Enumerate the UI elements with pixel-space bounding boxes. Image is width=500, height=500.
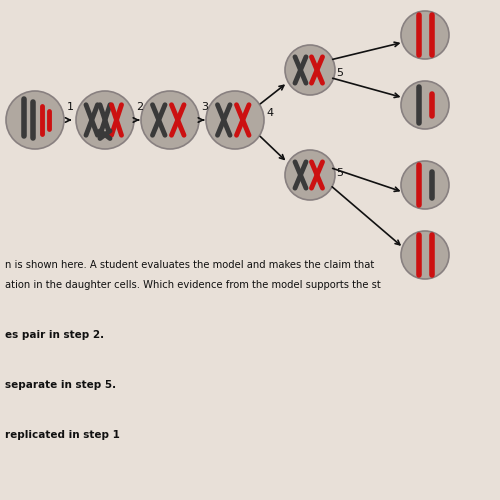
Text: 4: 4	[266, 108, 274, 118]
Circle shape	[401, 231, 449, 279]
Text: separate in step 5.: separate in step 5.	[5, 380, 116, 390]
Text: replicated in step 1: replicated in step 1	[5, 430, 120, 440]
Circle shape	[401, 161, 449, 209]
Text: 2: 2	[136, 102, 143, 113]
Text: ation in the daughter cells. Which evidence from the model supports the st: ation in the daughter cells. Which evide…	[5, 280, 381, 290]
Circle shape	[141, 91, 199, 149]
Text: 3: 3	[202, 102, 208, 113]
Text: 5: 5	[336, 168, 344, 177]
Text: 1: 1	[66, 102, 73, 113]
Circle shape	[401, 11, 449, 59]
Circle shape	[285, 150, 335, 200]
Circle shape	[76, 91, 134, 149]
Circle shape	[285, 45, 335, 95]
Text: n is shown here. A student evaluates the model and makes the claim that: n is shown here. A student evaluates the…	[5, 260, 374, 270]
Circle shape	[401, 81, 449, 129]
Circle shape	[206, 91, 264, 149]
Text: es pair in step 2.: es pair in step 2.	[5, 330, 104, 340]
Circle shape	[6, 91, 64, 149]
Text: 5: 5	[336, 68, 344, 78]
